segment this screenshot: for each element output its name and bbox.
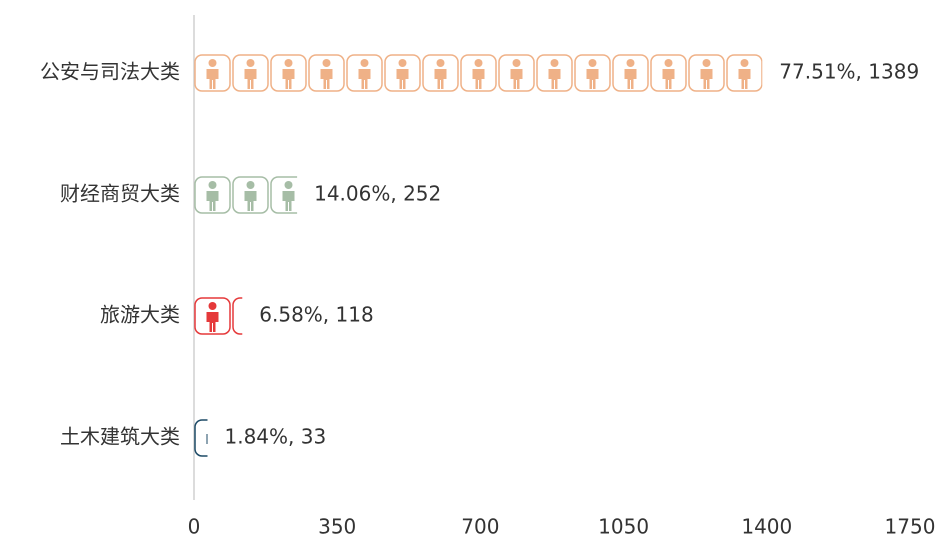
icon-head [208,302,217,310]
y-tick-label: 旅游大类 [100,303,180,327]
icon-head [209,424,217,432]
icon-head [208,181,217,189]
icon-body [624,69,637,89]
icon-body [206,69,219,89]
icon-body [586,69,599,89]
bar [194,419,217,457]
icon-head [702,59,711,67]
icon-frame [194,419,208,457]
value-label: 14.06%, 252 [314,182,441,206]
icon-head [246,181,255,189]
icon-head [740,59,749,67]
x-tick-label: 1400 [741,515,792,539]
icon-body [434,69,447,89]
x-tick-label: 700 [461,515,499,539]
bar [194,54,763,92]
icon-head [360,59,369,67]
icon-head [322,59,331,67]
icon-body [206,434,208,444]
icon-head [626,59,635,67]
icon-body [510,69,523,89]
icon-head [398,59,407,67]
icon-head [436,59,445,67]
icon-head [588,59,597,67]
icon-head [284,181,293,189]
icon-body [244,69,257,89]
y-tick-label: 土木建筑大类 [60,425,180,449]
value-label: 77.51%, 1389 [779,60,919,84]
icon-head [284,59,293,67]
bar [194,176,298,214]
icon-head [512,59,521,67]
icon-body [282,191,295,211]
icon-head [550,59,559,67]
icon-head [208,59,217,67]
icon-body [472,69,485,89]
icon-body [396,69,409,89]
icon-body [738,69,751,89]
icon-body [662,69,675,89]
icon-head [664,59,673,67]
y-tick-label: 公安与司法大类 [40,60,180,84]
icon-body [206,191,219,211]
icon-body [282,69,295,89]
icon-body [206,312,219,332]
icon-frame [232,297,243,335]
icon-body [700,69,713,89]
bar [194,297,257,335]
icon-head [474,59,483,67]
icon-body [245,312,257,332]
icon-head [247,302,255,310]
y-tick-label: 财经商贸大类 [60,182,180,206]
value-label: 6.58%, 118 [259,303,373,327]
icon-body [244,191,257,211]
x-tick-label: 1050 [598,515,649,539]
x-tick-label: 1750 [885,515,936,539]
x-tick-label: 0 [188,515,201,539]
value-label: 1.84%, 33 [225,425,327,449]
x-tick-label: 350 [318,515,356,539]
icon-body [548,69,561,89]
icon-head [246,59,255,67]
icon-body [358,69,371,89]
icon-body [320,69,333,89]
